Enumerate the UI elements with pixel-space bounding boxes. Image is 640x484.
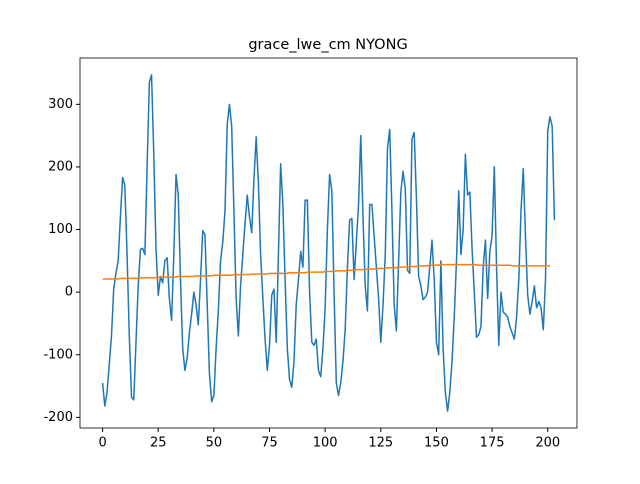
x-tick-label: 150	[424, 436, 449, 451]
series-line	[102, 263, 550, 280]
x-tick-label: 75	[261, 436, 278, 451]
y-tick-label: -200	[43, 410, 73, 425]
x-tick-label: 50	[206, 436, 223, 451]
x-tick-label: 200	[535, 436, 560, 451]
x-tick-label: 125	[368, 436, 393, 451]
x-tick-label: 0	[98, 436, 106, 451]
x-tick-label: 25	[150, 436, 167, 451]
y-tick-label: 0	[65, 285, 73, 300]
y-tick-label: -100	[43, 347, 73, 362]
chart-title: grace_lwe_cm NYONG	[248, 37, 407, 53]
x-tick-label: 175	[480, 436, 505, 451]
y-tick-label: 200	[48, 159, 73, 174]
y-tick-label: 300	[48, 97, 73, 112]
y-tick-label: 100	[48, 222, 73, 237]
plot-frame	[79, 57, 578, 429]
series-line	[101, 74, 556, 412]
x-tick-label: 100	[313, 436, 338, 451]
